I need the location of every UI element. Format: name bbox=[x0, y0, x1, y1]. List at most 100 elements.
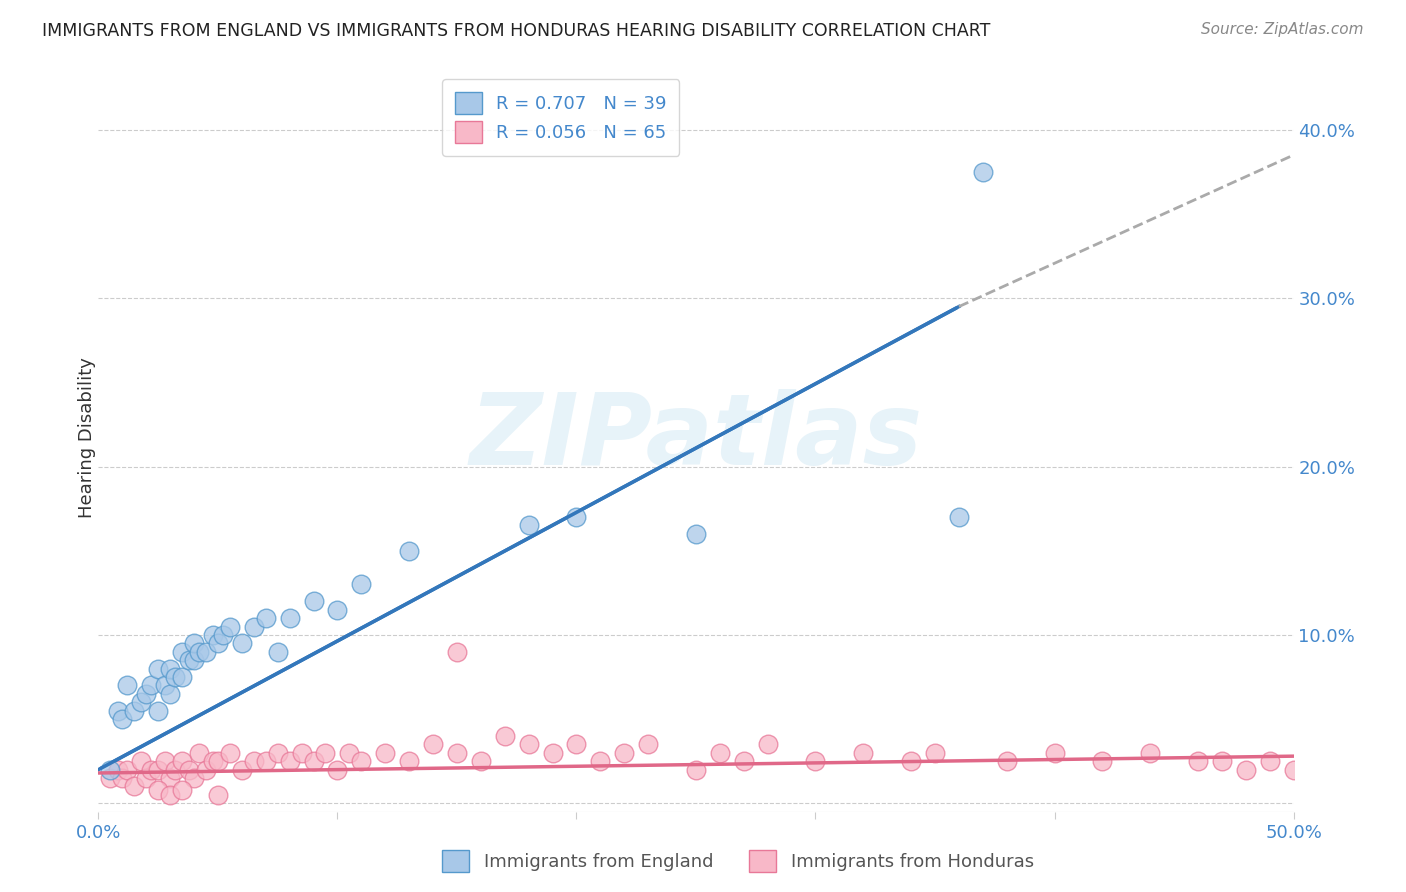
Point bbox=[685, 763, 707, 777]
Point bbox=[124, 780, 146, 794]
Point bbox=[517, 518, 540, 533]
Point bbox=[124, 704, 146, 718]
Point bbox=[709, 746, 731, 760]
Point bbox=[900, 754, 922, 768]
Point bbox=[183, 771, 205, 785]
Point bbox=[446, 645, 468, 659]
Point bbox=[195, 763, 218, 777]
Point bbox=[350, 577, 373, 591]
Point bbox=[517, 737, 540, 751]
Point bbox=[111, 771, 134, 785]
Point bbox=[470, 754, 492, 768]
Point bbox=[267, 645, 290, 659]
Point bbox=[278, 611, 301, 625]
Point bbox=[243, 619, 266, 633]
Point bbox=[1258, 754, 1281, 768]
Point bbox=[187, 746, 209, 760]
Point bbox=[613, 746, 636, 760]
Point bbox=[254, 754, 277, 768]
Point bbox=[398, 754, 420, 768]
Point bbox=[422, 737, 444, 751]
Point bbox=[139, 763, 162, 777]
Point bbox=[231, 763, 253, 777]
Point bbox=[398, 543, 420, 558]
Point bbox=[172, 754, 194, 768]
Point bbox=[131, 754, 153, 768]
Point bbox=[148, 662, 170, 676]
Point bbox=[155, 678, 177, 692]
Point bbox=[685, 527, 707, 541]
Point bbox=[733, 754, 755, 768]
Point bbox=[219, 746, 242, 760]
Point bbox=[163, 763, 186, 777]
Point bbox=[494, 729, 516, 743]
Point bbox=[267, 746, 290, 760]
Point bbox=[565, 737, 588, 751]
Point bbox=[98, 763, 122, 777]
Point bbox=[98, 771, 122, 785]
Point bbox=[107, 763, 129, 777]
Point bbox=[291, 746, 314, 760]
Point bbox=[565, 510, 588, 524]
Point bbox=[179, 763, 201, 777]
Point bbox=[163, 670, 186, 684]
Point bbox=[446, 746, 468, 760]
Point bbox=[115, 678, 138, 692]
Point bbox=[302, 594, 325, 608]
Point bbox=[155, 754, 177, 768]
Point bbox=[135, 687, 157, 701]
Point bbox=[948, 510, 970, 524]
Point bbox=[159, 788, 181, 802]
Point bbox=[1282, 763, 1305, 777]
Point bbox=[135, 771, 157, 785]
Point bbox=[852, 746, 875, 760]
Point bbox=[541, 746, 564, 760]
Point bbox=[139, 678, 162, 692]
Point bbox=[172, 670, 194, 684]
Point bbox=[172, 782, 194, 797]
Point bbox=[326, 602, 349, 616]
Point bbox=[187, 645, 209, 659]
Point bbox=[159, 662, 181, 676]
Point bbox=[924, 746, 946, 760]
Point bbox=[1139, 746, 1161, 760]
Point bbox=[111, 712, 134, 726]
Point bbox=[350, 754, 373, 768]
Point bbox=[207, 754, 229, 768]
Point bbox=[183, 653, 205, 667]
Point bbox=[159, 771, 181, 785]
Y-axis label: Hearing Disability: Hearing Disability bbox=[79, 357, 96, 517]
Point bbox=[243, 754, 266, 768]
Point bbox=[207, 788, 229, 802]
Point bbox=[326, 763, 349, 777]
Point bbox=[254, 611, 277, 625]
Point bbox=[374, 746, 396, 760]
Point bbox=[131, 695, 153, 709]
Point bbox=[972, 165, 994, 179]
Point bbox=[159, 687, 181, 701]
Point bbox=[148, 763, 170, 777]
Point bbox=[1211, 754, 1233, 768]
Point bbox=[172, 645, 194, 659]
Point bbox=[107, 704, 129, 718]
Point bbox=[207, 636, 229, 650]
Point bbox=[183, 636, 205, 650]
Point bbox=[148, 704, 170, 718]
Point bbox=[148, 782, 170, 797]
Point bbox=[179, 653, 201, 667]
Point bbox=[1091, 754, 1114, 768]
Point bbox=[202, 628, 225, 642]
Point bbox=[219, 619, 242, 633]
Legend: R = 0.707   N = 39, R = 0.056   N = 65: R = 0.707 N = 39, R = 0.056 N = 65 bbox=[441, 79, 679, 155]
Text: IMMIGRANTS FROM ENGLAND VS IMMIGRANTS FROM HONDURAS HEARING DISABILITY CORRELATI: IMMIGRANTS FROM ENGLAND VS IMMIGRANTS FR… bbox=[42, 22, 991, 40]
Point bbox=[589, 754, 612, 768]
Point bbox=[115, 763, 138, 777]
Legend: Immigrants from England, Immigrants from Honduras: Immigrants from England, Immigrants from… bbox=[434, 843, 1042, 879]
Point bbox=[339, 746, 361, 760]
Point bbox=[804, 754, 827, 768]
Point bbox=[637, 737, 659, 751]
Text: ZIPatlas: ZIPatlas bbox=[470, 389, 922, 485]
Text: Source: ZipAtlas.com: Source: ZipAtlas.com bbox=[1201, 22, 1364, 37]
Point bbox=[231, 636, 253, 650]
Point bbox=[211, 628, 233, 642]
